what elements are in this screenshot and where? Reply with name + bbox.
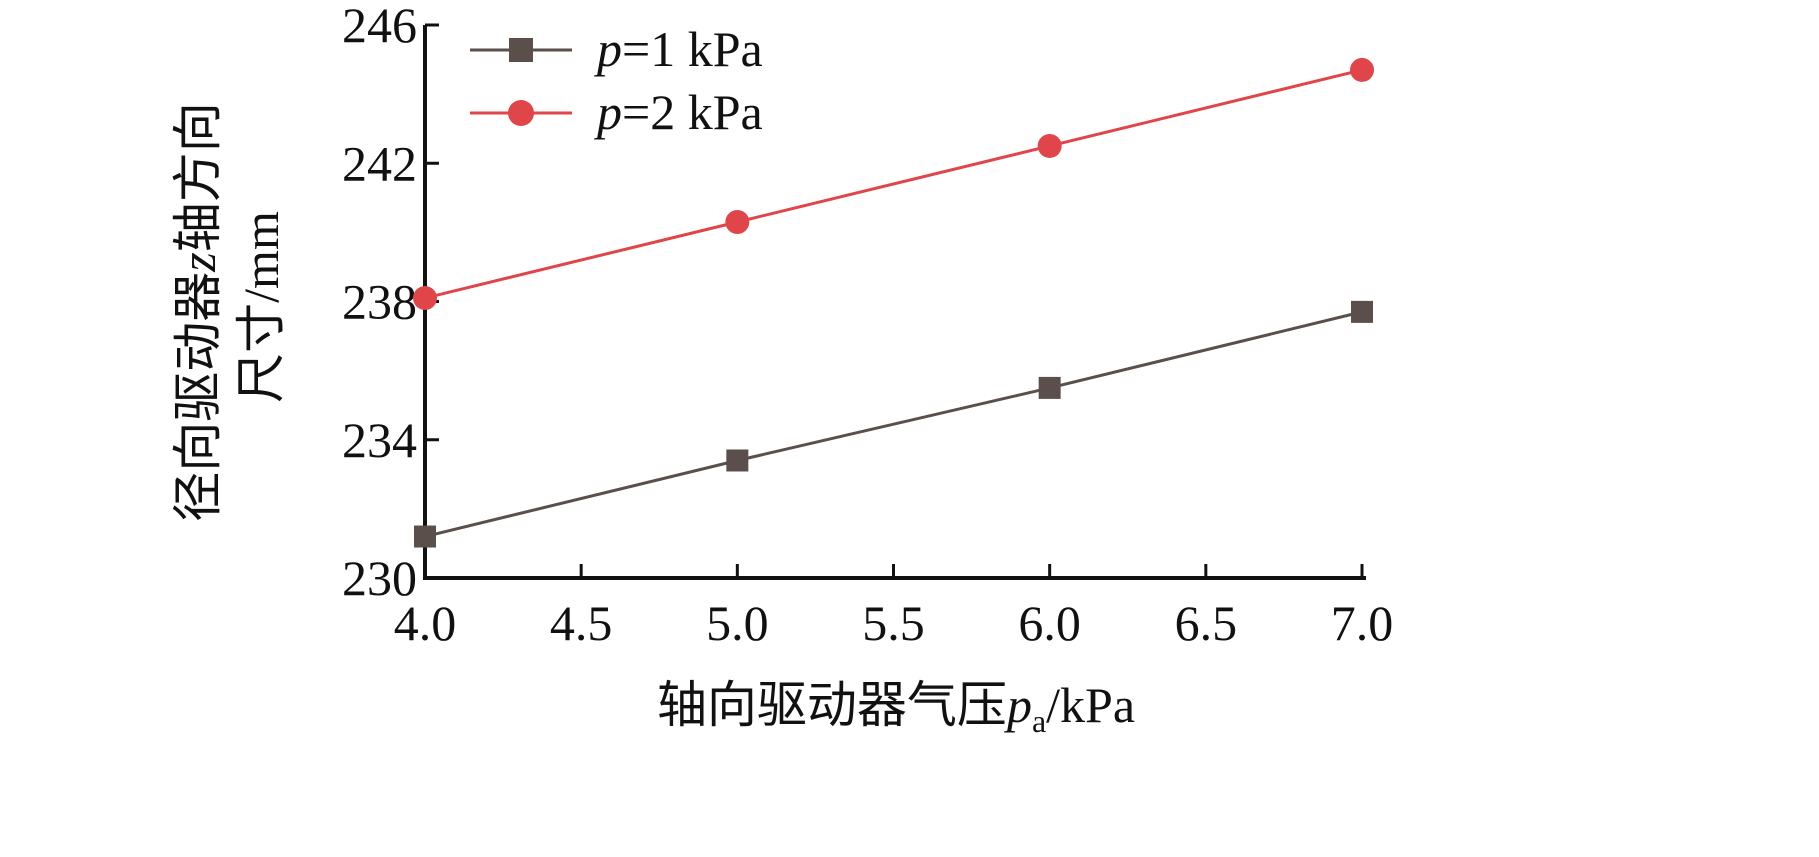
series-2 — [413, 57, 1374, 311]
legend-item-series-2: p=2 kPa — [470, 84, 763, 140]
y-axis-title-line-2: 尺寸/mm — [232, 211, 290, 403]
y-axis-title-line-1-var: z — [170, 252, 226, 272]
x-ticks: 4.0 4.5 5.0 5.5 6.0 6.5 7.0 — [394, 564, 1394, 651]
x-tick-label-3: 5.5 — [862, 595, 925, 651]
x-tick-label-1: 4.5 — [550, 595, 613, 651]
legend-item-series-1: p=1 kPa — [470, 21, 763, 77]
legend-marker-series-1 — [509, 38, 533, 62]
series-2-point-2 — [1037, 133, 1062, 158]
series-1-point-0 — [414, 525, 436, 548]
series-layer — [413, 57, 1374, 548]
y-axis-title-line-1-prefix: 径向驱动器 — [169, 272, 227, 522]
legend-label-series-1-rest: =1 kPa — [622, 21, 763, 77]
x-tick-label-2: 5.0 — [706, 595, 769, 651]
x-axis-title-prefix: 轴向驱动器气压 — [657, 676, 1007, 734]
x-axis-title-suffix: /kPa — [1046, 677, 1135, 733]
series-1-line — [424, 310, 1363, 538]
legend-label-series-2-rest: =2 kPa — [622, 84, 763, 140]
series-2-point-1 — [725, 210, 750, 235]
series-1 — [414, 300, 1373, 548]
axes — [423, 25, 1366, 580]
y-axis-title-line-1: 径向驱动器z轴方向 — [169, 102, 227, 521]
legend-label-series-1: p=1 kPa — [594, 21, 763, 77]
series-2-point-3 — [1350, 57, 1374, 82]
x-axis-title-sub: a — [1032, 703, 1046, 739]
x-tick-label-4: 6.0 — [1018, 595, 1081, 651]
x-tick-label-0: 4.0 — [394, 595, 457, 651]
y-tick-label-1: 234 — [342, 412, 417, 468]
series-1-point-3 — [1351, 300, 1373, 323]
y-tick-label-2: 238 — [342, 274, 417, 330]
y-ticks: 230 234 238 242 246 — [342, 0, 439, 606]
y-axis-title: 径向驱动器z轴方向 尺寸/mm — [169, 102, 290, 521]
legend: p=1 kPa p=2 kPa — [470, 21, 763, 140]
x-tick-label-5: 6.5 — [1175, 595, 1238, 651]
legend-marker-series-2 — [508, 100, 534, 126]
y-axis-title-line-2-unit: /mm — [233, 211, 289, 303]
series-1-point-1 — [726, 449, 749, 472]
legend-label-series-1-var: p — [594, 21, 622, 77]
legend-label-series-2: p=2 kPa — [594, 84, 763, 140]
series-2-line — [424, 68, 1363, 300]
y-axis-title-line-1-suffix: 轴方向 — [169, 102, 227, 252]
y-tick-label-3: 242 — [342, 135, 417, 191]
x-tick-label-6: 7.0 — [1331, 595, 1394, 651]
series-2-point-0 — [413, 286, 437, 311]
x-axis-title: 轴向驱动器气压pa/kPa — [657, 676, 1135, 739]
y-tick-label-4: 246 — [342, 0, 417, 53]
series-1-point-2 — [1038, 376, 1061, 399]
y-tick-label-0: 230 — [342, 550, 417, 606]
y-axis-title-line-2-cn: 尺寸 — [232, 303, 290, 403]
legend-label-series-2-var: p — [594, 84, 622, 140]
x-axis-title-var: p — [1004, 677, 1032, 733]
